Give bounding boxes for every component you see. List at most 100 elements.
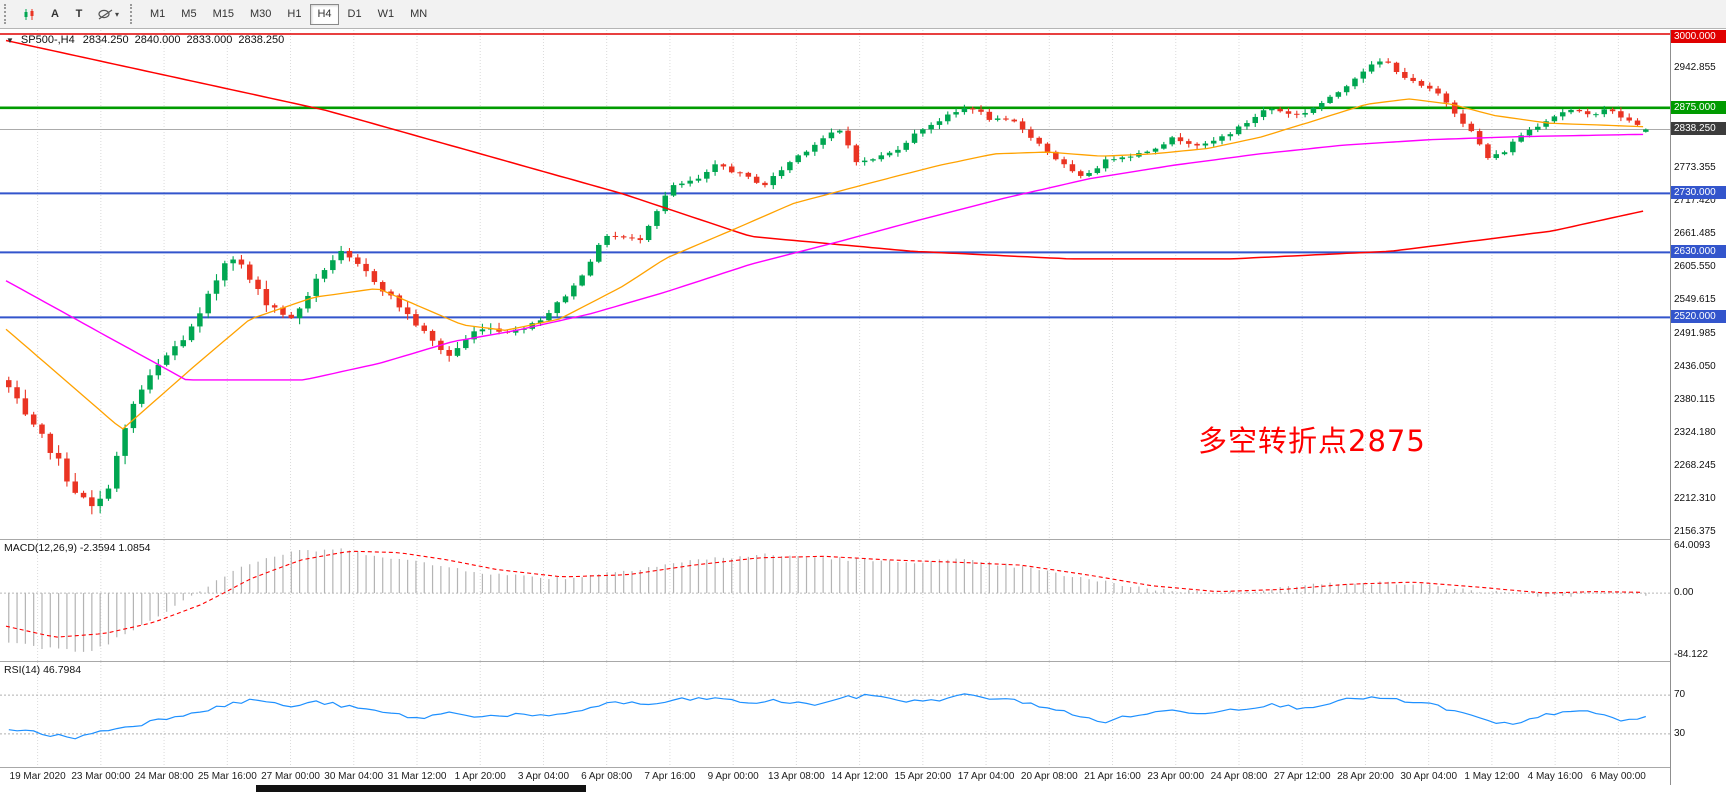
- macd-axis-label: 64.0093: [1674, 540, 1711, 551]
- price-tag-3000-000: 3000.000: [1671, 30, 1726, 43]
- time-axis-label: 24 Apr 08:00: [1210, 771, 1268, 782]
- main-toolbar: A T ▾ M1 M5 M15 M30 H1 H4 D1 W1 MN: [0, 0, 1726, 29]
- rsi-axis-label: 70: [1674, 689, 1686, 701]
- rsi-header: RSI(14) 46.7984: [4, 664, 82, 676]
- toolbar-grip[interactable]: [4, 4, 11, 24]
- text-button[interactable]: T: [68, 4, 90, 25]
- timeframe-button-w1[interactable]: W1: [371, 4, 402, 25]
- timeframe-button-m30[interactable]: M30: [243, 4, 278, 25]
- low-value: 2833.000: [186, 34, 233, 46]
- time-axis-label: 30 Apr 04:00: [1400, 771, 1458, 782]
- open-value: 2834.250: [82, 34, 129, 46]
- time-axis-label: 27 Apr 12:00: [1273, 771, 1331, 782]
- horizontal-level-lines: [0, 33, 1670, 319]
- price-axis-label: 2156.375: [1674, 526, 1716, 537]
- timeframe-button-m5[interactable]: M5: [174, 4, 203, 25]
- close-value: 2838.250: [238, 34, 285, 46]
- timeframe-button-h1[interactable]: H1: [280, 4, 308, 25]
- time-axis-label: 24 Mar 08:00: [134, 771, 194, 782]
- price-axis-label: 2549.615: [1674, 293, 1716, 305]
- time-axis-label: 31 Mar 12:00: [387, 771, 447, 782]
- cursor-button[interactable]: A: [44, 4, 66, 25]
- price-axis-label: 2268.245: [1674, 459, 1716, 471]
- price-axis[interactable]: 2942.855 2773.355 2717.420 2661.485 2605.550…: [1671, 30, 1726, 792]
- time-axis-label: 13 Apr 08:00: [768, 771, 825, 782]
- candlestick-chart-icon: [24, 8, 34, 20]
- price-axis-label: 2491.985: [1674, 327, 1716, 339]
- timeframe-button-mn[interactable]: MN: [403, 4, 434, 25]
- time-axis-label: 9 Apr 00:00: [707, 771, 759, 782]
- rsi-axis-label: 30: [1674, 727, 1686, 739]
- chart-ohlc-header: ▼ SP500-,H4 2834.250 2840.000 2833.000 2…: [6, 34, 284, 46]
- price-axis-border: [1670, 30, 1671, 785]
- time-axis-label: 7 Apr 16:00: [644, 771, 696, 782]
- bottom-dark-strip: [256, 785, 586, 792]
- time-axis-label: 6 Apr 08:00: [581, 771, 633, 782]
- expand-triangle-icon[interactable]: ▼: [6, 35, 14, 45]
- timeframe-button-h4[interactable]: H4: [310, 3, 339, 25]
- symbol-timeframe-label: SP500-,H4: [20, 34, 75, 46]
- time-axis-label: 20 Apr 08:00: [1020, 771, 1078, 782]
- main-chart-plot[interactable]: [0, 30, 1670, 539]
- time-axis-label: 27 Mar 00:00: [261, 771, 320, 782]
- time-axis-label: 14 Apr 12:00: [831, 771, 888, 782]
- time-axis-label: 23 Mar 00:00: [71, 771, 131, 782]
- time-axis-label: 15 Apr 20:00: [894, 771, 952, 782]
- new-chart-button[interactable]: [17, 4, 42, 25]
- timeframe-button-m15[interactable]: M15: [206, 4, 241, 25]
- price-axis-label: 2212.310: [1674, 492, 1716, 504]
- panel-separator[interactable]: [0, 539, 1726, 540]
- ma-mid-magenta-line: [5, 133, 1644, 381]
- macd-axis-label: -84.122: [1674, 649, 1708, 660]
- price-tag-2730-000: 2730.000: [1671, 186, 1726, 200]
- ma-slow-red-line: [5, 39, 1644, 260]
- toolbar-grip-2[interactable]: [130, 4, 137, 24]
- time-axis-label: 21 Apr 16:00: [1084, 771, 1141, 782]
- price-tag-2520-000: 2520.000: [1671, 310, 1726, 324]
- price-axis-label: 2942.855: [1674, 61, 1716, 73]
- price-axis-label: 2380.115: [1674, 393, 1715, 405]
- time-axis-label: 6 May 00:00: [1590, 771, 1646, 782]
- price-tag-2630-000: 2630.000: [1671, 245, 1726, 259]
- time-axis-label: 17 Apr 04:00: [957, 771, 1015, 782]
- time-axis-label: 23 Apr 00:00: [1147, 771, 1205, 782]
- macd-indicator-plot[interactable]: [0, 540, 1670, 661]
- macd-axis-label: 0.00: [1674, 587, 1694, 599]
- time-axis-label: 28 Apr 20:00: [1337, 771, 1394, 782]
- price-tag-2838-250: 2838.250: [1671, 122, 1726, 136]
- timeframe-button-m1[interactable]: M1: [143, 4, 172, 25]
- time-axis-label: 1 Apr 20:00: [454, 771, 506, 782]
- shapes-icon: [98, 9, 113, 20]
- timeframe-toolbar: M1 M5 M15 M30 H1 H4 D1 W1 MN: [142, 3, 435, 25]
- high-value: 2840.000: [134, 34, 181, 46]
- macd-signal-line: [5, 550, 1644, 638]
- macd-histogram: [8, 548, 1647, 652]
- price-axis-label: 2661.485: [1674, 227, 1716, 239]
- price-axis-label: 2717.420: [1674, 194, 1716, 206]
- chart-annotation-text: 多空转折点2875: [1198, 424, 1426, 458]
- price-tag-2875-000: 2875.000: [1671, 100, 1726, 114]
- price-axis-label: 2436.050: [1674, 360, 1716, 372]
- time-axis[interactable]: 19 Mar 2020 23 Mar 00:00 24 Mar 08:00 25 Ma…: [0, 768, 1670, 785]
- chevron-down-icon: ▾: [115, 9, 120, 19]
- time-axis-label: 3 Apr 04:00: [517, 771, 570, 782]
- price-axis-label: 2773.355: [1674, 161, 1716, 173]
- time-axis-label: 30 Mar 04:00: [324, 771, 384, 782]
- shapes-button[interactable]: ▾: [92, 4, 125, 25]
- ma-fast-orange-line: [5, 98, 1644, 430]
- timeframe-button-d1[interactable]: D1: [341, 4, 369, 25]
- panel-separator-2[interactable]: [0, 661, 1726, 662]
- time-axis-label: 4 May 16:00: [1527, 771, 1583, 782]
- price-axis-label: 2605.550: [1674, 260, 1716, 272]
- macd-header: MACD(12,26,9) -2.3594 1.0854: [4, 542, 151, 554]
- vertical-gridlines: [37, 30, 1619, 539]
- time-axis-label: 1 May 12:00: [1464, 771, 1520, 782]
- time-axis-separator: [0, 767, 1726, 768]
- rsi-line: [8, 693, 1646, 740]
- rsi-indicator-plot[interactable]: [0, 662, 1670, 767]
- time-axis-label: 19 Mar 2020: [9, 771, 66, 782]
- price-axis-label: 2324.180: [1674, 426, 1716, 438]
- candlestick-series: [6, 58, 1649, 515]
- time-axis-label: 25 Mar 16:00: [197, 771, 257, 782]
